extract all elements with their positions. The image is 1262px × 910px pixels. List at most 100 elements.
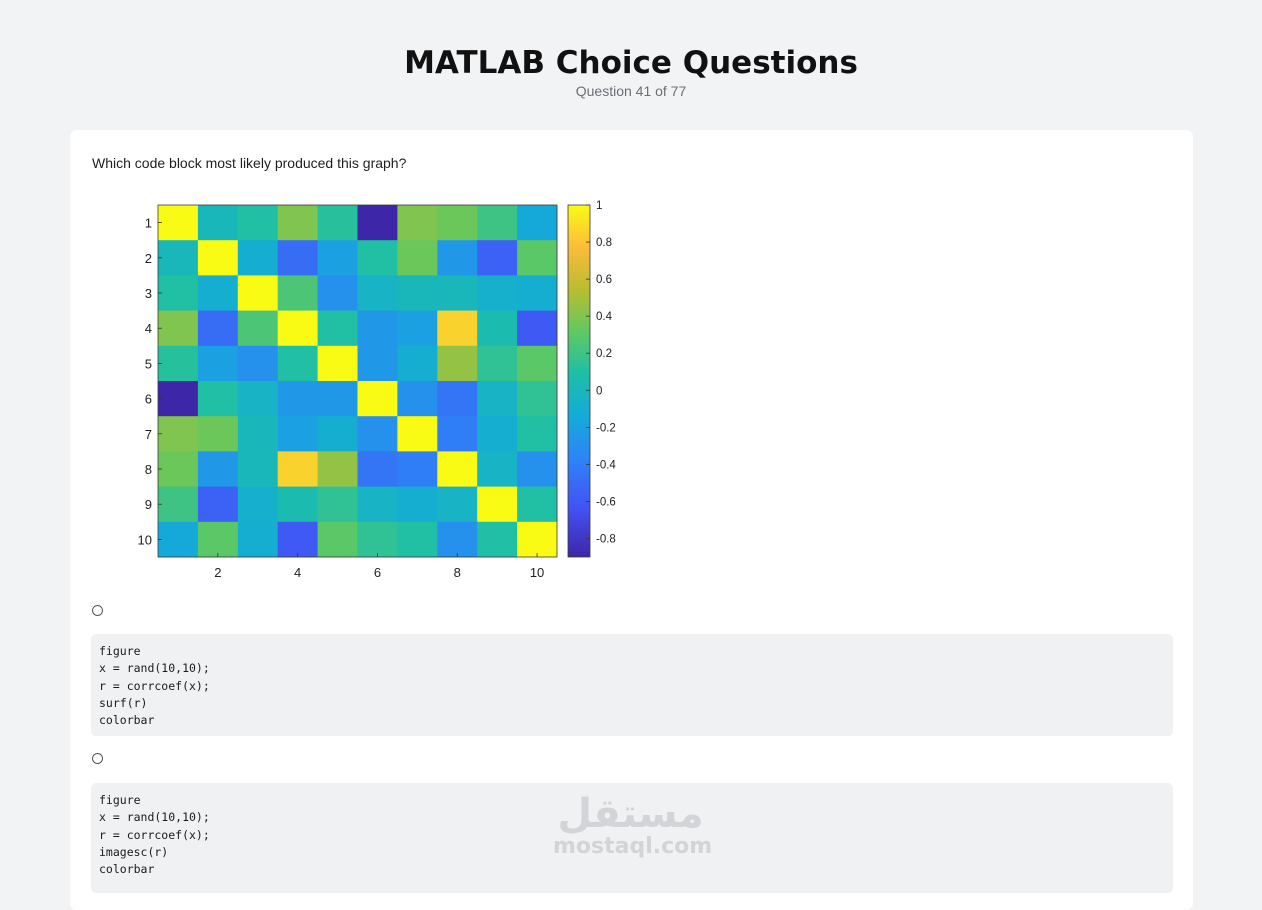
heatmap-cell: [357, 521, 398, 558]
question-card: Which code block most likely produced th…: [70, 130, 1193, 910]
heatmap-cell: [158, 205, 199, 241]
heatmap-cell: [477, 240, 518, 276]
colorbar-tick-label: 0.8: [596, 237, 612, 249]
heatmap-cell: [158, 240, 199, 276]
colorbar-tick-label: -0.2: [596, 422, 616, 434]
y-tick-label: 6: [145, 392, 152, 407]
colorbar: [567, 204, 591, 558]
x-tick-label: 4: [294, 565, 301, 580]
option-2-code[interactable]: figure x = rand(10,10); r = corrcoef(x);…: [91, 783, 1173, 893]
heatmap-cell: [437, 521, 478, 558]
heatmap-cell: [517, 381, 558, 417]
heatmap-cell: [158, 381, 199, 417]
heatmap-cell: [237, 416, 279, 452]
heatmap-cell: [158, 521, 199, 558]
heatmap-cell: [158, 310, 199, 347]
y-tick-label: 9: [145, 497, 152, 512]
option-1-radio[interactable]: [92, 605, 103, 616]
heatmap-cell: [397, 275, 438, 311]
heatmap-cell: [517, 275, 558, 311]
heatmap-cell: [397, 521, 438, 558]
heatmap-cell: [437, 381, 478, 417]
heatmap-cell: [397, 240, 438, 276]
heatmap-cell: [237, 486, 279, 523]
heatmap-cell: [397, 381, 438, 417]
heatmap-cell: [317, 416, 358, 452]
heatmap-cell: [397, 345, 438, 382]
plot-frame: [157, 204, 558, 558]
colorbar-tick-label: -0.4: [596, 459, 616, 471]
heatmap-cell: [437, 345, 478, 382]
heatmap-cell: [437, 486, 478, 523]
heatmap-cell: [237, 310, 279, 347]
heatmap-cell: [197, 521, 239, 558]
y-tick-label: 8: [145, 462, 152, 477]
colorbar-tick-label: 0: [596, 385, 602, 397]
heatmap-cell: [317, 205, 358, 241]
heatmap-cell: [397, 205, 438, 241]
heatmap-cell: [317, 310, 358, 347]
heatmap-cell: [517, 205, 558, 241]
heatmap-cell: [197, 451, 239, 487]
page-header: MATLAB Choice Questions Question 41 of 7…: [0, 0, 1262, 99]
heatmap-cell: [317, 381, 358, 417]
heatmap-cell: [517, 451, 558, 487]
heatmap-cell: [517, 486, 558, 523]
x-axis: 2 4 6 8 10: [214, 553, 544, 580]
heatmap-cell: [357, 416, 398, 452]
colorbar-ticks: 1 0.8 0.6 0.4 0.2 0 -0.2 -0.4 -0.6 -0.8: [586, 200, 616, 545]
colorbar-tick-label: 0.6: [596, 274, 612, 286]
heatmap-chart: 1 2 3 4 5 6 7 8 9 10 2 4 6 8 10 1 0.8 0.6 0.4 0.2 0 -0.2 -0.…: [138, 200, 617, 580]
heatmap-cell: [197, 310, 239, 347]
heatmap-cell: [197, 205, 239, 241]
heatmap-cell: [237, 521, 279, 558]
heatmap-cell: [437, 205, 478, 241]
heatmap-cell: [357, 310, 398, 347]
heatmap-cell: [197, 345, 239, 382]
option-2-radio[interactable]: [92, 753, 103, 764]
heatmap-cell: [317, 240, 358, 276]
heatmap-cell: [357, 345, 398, 382]
heatmap-cell: [237, 451, 279, 487]
heatmap-cell: [277, 521, 318, 558]
heatmap-cell: [437, 451, 478, 487]
page-title: MATLAB Choice Questions: [404, 45, 858, 81]
heatmap-cell: [237, 205, 279, 241]
heatmap-cell: [277, 451, 318, 487]
heatmap-cell: [437, 240, 478, 276]
colorbar-tick-label: 1: [596, 200, 602, 212]
heatmap-cell: [397, 451, 438, 487]
heatmap-cell: [477, 521, 518, 558]
y-axis: 1 2 3 4 5 6 7 8 9 10: [138, 216, 162, 547]
heatmap-cell: [437, 310, 478, 347]
heatmap-cell: [397, 416, 438, 452]
heatmap-cell: [197, 381, 239, 417]
y-tick-label: 2: [145, 251, 152, 266]
heatmap-cell: [237, 345, 279, 382]
y-tick-label: 5: [145, 356, 152, 371]
heatmap-cell: [277, 416, 318, 452]
heatmap-cell: [437, 416, 478, 452]
heatmap-cell: [477, 416, 518, 452]
x-tick-label: 10: [530, 565, 544, 580]
heatmap-cell: [477, 205, 518, 241]
heatmap-cell: [477, 345, 518, 382]
heatmap-cell: [517, 416, 558, 452]
heatmap-cell: [277, 205, 318, 241]
y-tick-label: 7: [145, 427, 152, 442]
heatmap-cell: [158, 416, 199, 452]
heatmap-cells: [158, 205, 558, 558]
x-tick-label: 8: [454, 565, 461, 580]
heatmap-cell: [317, 521, 358, 558]
heatmap-cell: [477, 486, 518, 523]
heatmap-cell: [277, 240, 318, 276]
heatmap-cell: [197, 416, 239, 452]
heatmap-cell: [277, 275, 318, 311]
heatmap-cell: [158, 275, 199, 311]
heatmap-cell: [317, 451, 358, 487]
heatmap-cell: [158, 345, 199, 382]
heatmap-cell: [477, 275, 518, 311]
option-1-code[interactable]: figure x = rand(10,10); r = corrcoef(x);…: [91, 634, 1173, 736]
question-progress: Question 41 of 77: [575, 83, 687, 99]
colorbar-tick-label: -0.6: [596, 496, 616, 508]
